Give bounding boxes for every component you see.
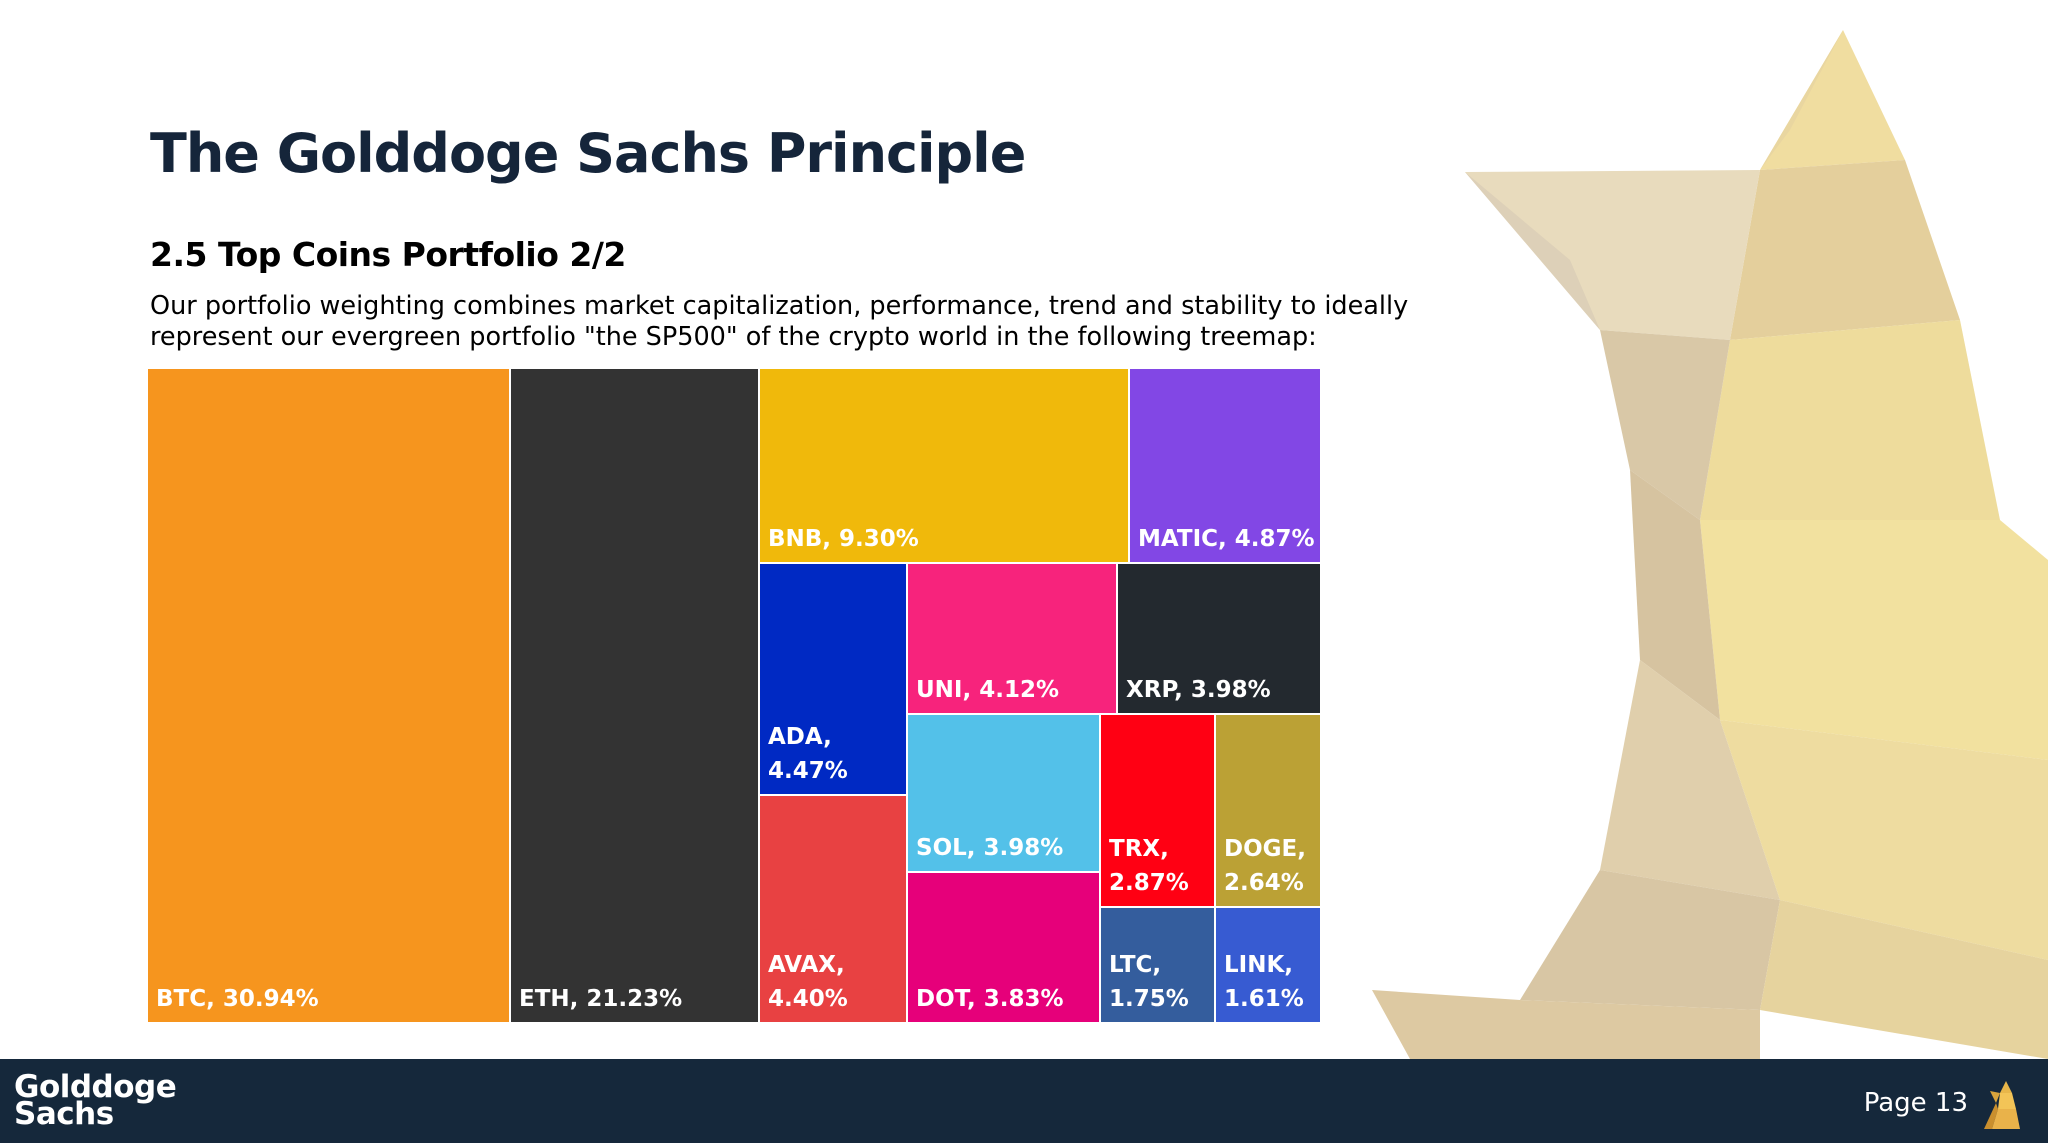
brand-logo-text: Golddoge Sachs [14, 1069, 177, 1132]
treemap-label-matic: MATIC, 4.87% [1138, 526, 1315, 552]
treemap-label-trx: TRX, 2.87% [1109, 836, 1189, 896]
footer-bar: Golddoge Sachs Page 13 [0, 1059, 2048, 1143]
treemap-tile-ada: ADA, 4.47% [759, 563, 907, 795]
treemap-tile-dot: DOT, 3.83% [907, 872, 1100, 1023]
treemap-tile-bnb: BNB, 9.30% [759, 368, 1129, 563]
doge-icon [1984, 1081, 2020, 1129]
treemap-label-btc: BTC, 30.94% [156, 986, 319, 1012]
page-title: The Golddoge Sachs Principle [150, 122, 1026, 185]
treemap-tile-sol: SOL, 3.98% [907, 714, 1100, 872]
treemap-tile-matic: MATIC, 4.87% [1129, 368, 1321, 563]
treemap-label-xrp: XRP, 3.98% [1126, 677, 1271, 703]
treemap-label-avax: AVAX, 4.40% [768, 952, 848, 1012]
treemap-tile-trx: TRX, 2.87% [1100, 714, 1215, 907]
treemap-label-eth: ETH, 21.23% [519, 986, 683, 1012]
treemap-tile-xrp: XRP, 3.98% [1117, 563, 1321, 714]
treemap-label-dot: DOT, 3.83% [916, 986, 1064, 1012]
treemap-label-doge: DOGE, 2.64% [1224, 836, 1306, 896]
treemap-label-ltc: LTC, 1.75% [1109, 952, 1189, 1012]
treemap-tile-uni: UNI, 4.12% [907, 563, 1117, 714]
treemap-tile-doge: DOGE, 2.64% [1215, 714, 1321, 907]
treemap-tile-eth: ETH, 21.23% [510, 368, 759, 1023]
treemap-tile-link: LINK, 1.61% [1215, 907, 1321, 1023]
page-number: Page 13 [1863, 1088, 1968, 1118]
treemap-tile-avax: AVAX, 4.40% [759, 795, 907, 1023]
treemap-tile-btc: BTC, 30.94% [147, 368, 510, 1023]
treemap-label-ada: ADA, 4.47% [768, 724, 848, 784]
section-subtitle: 2.5 Top Coins Portfolio 2/2 [150, 235, 626, 274]
section-description: Our portfolio weighting combines market … [150, 291, 1409, 352]
treemap-label-bnb: BNB, 9.30% [768, 526, 919, 552]
treemap-tile-ltc: LTC, 1.75% [1100, 907, 1215, 1023]
treemap-label-uni: UNI, 4.12% [916, 677, 1060, 703]
treemap-label-link: LINK, 1.61% [1224, 952, 1304, 1012]
portfolio-treemap: BTC, 30.94% ETH, 21.23% BNB, 9.30% MATIC, 4… [147, 368, 1321, 1023]
treemap-label-sol: SOL, 3.98% [916, 835, 1064, 861]
